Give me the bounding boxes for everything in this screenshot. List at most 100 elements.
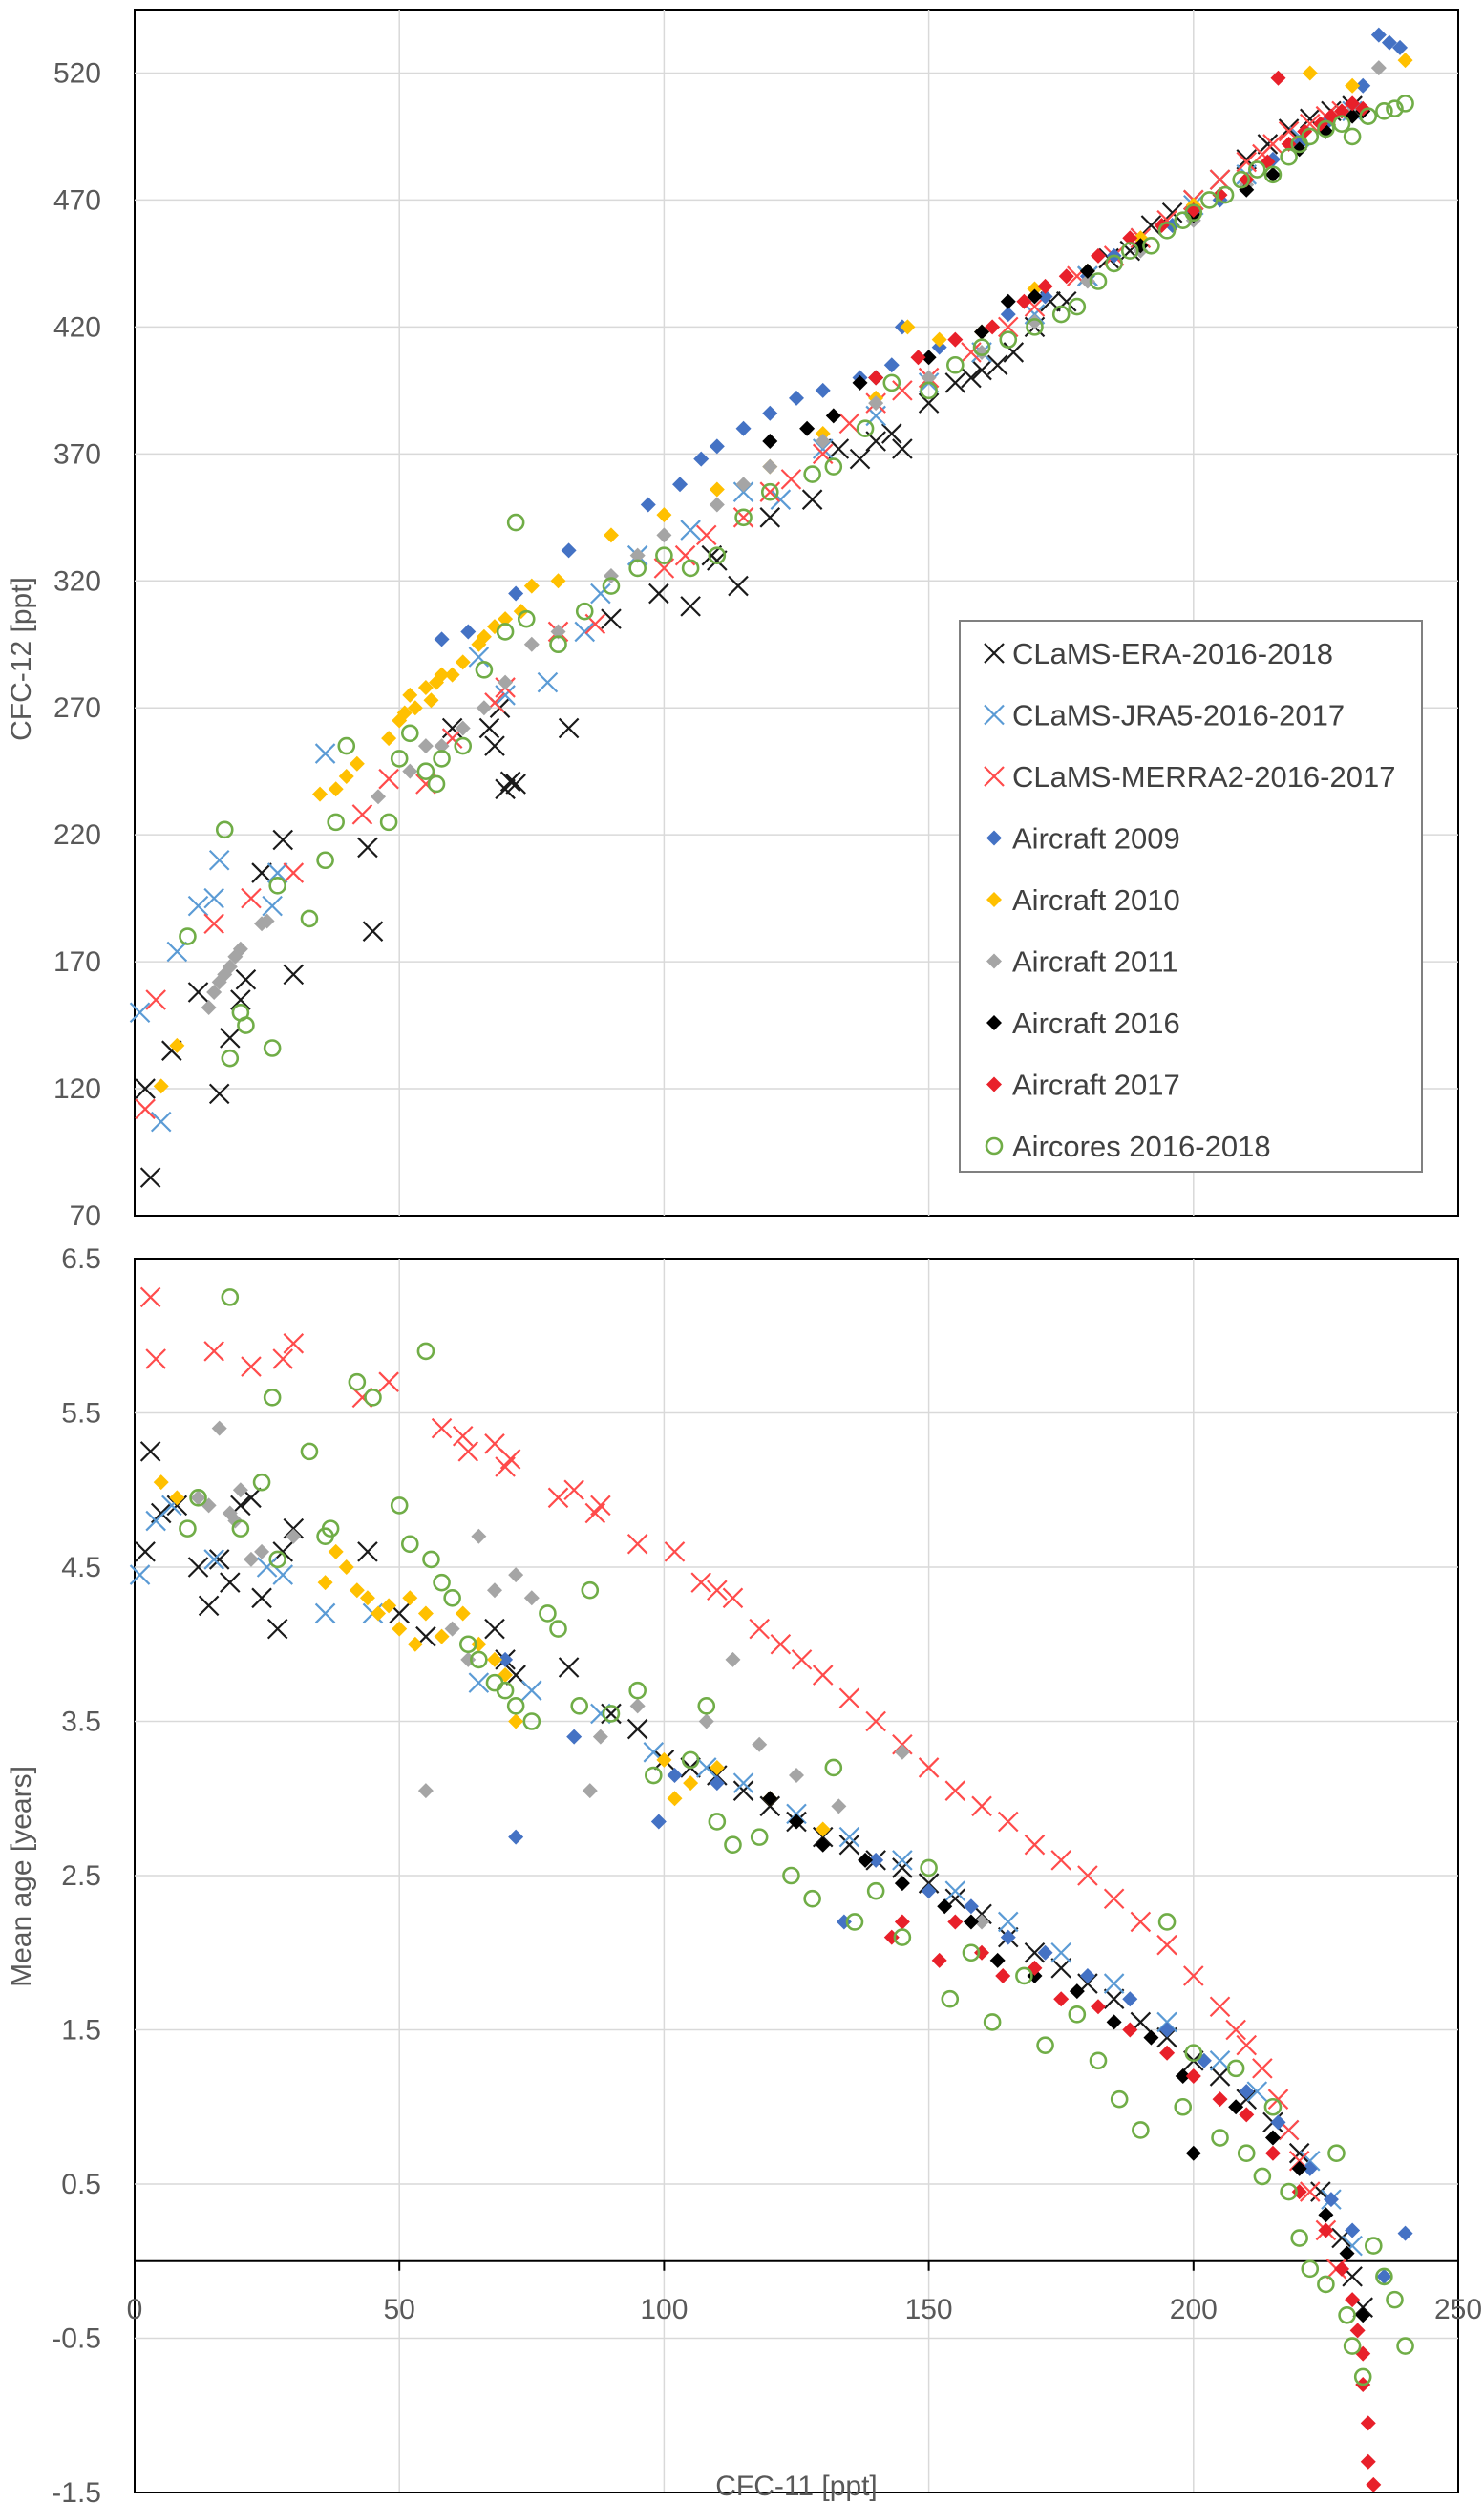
bottom-point [1050,1958,1071,1979]
bottom-point [1091,1999,1107,2015]
top-series-8 [179,95,1414,1068]
bottom-point [628,1681,647,1700]
bottom-chart-panel: -1.5 -0.5 0.5 1.5 2.5 3.5 4.5 5.5 6.5 0 50 100 150 20… [6,1243,1482,2503]
top-point [655,546,673,564]
bottom-point [1130,1911,1152,1933]
top-plot-frame [134,9,1459,1217]
top-point [241,887,262,909]
legend-label: CLaMS-ERA-2016-2018 [1012,637,1333,670]
bottom-point [645,1766,663,1785]
top-point [590,583,611,605]
top-point [1397,53,1413,69]
top-y-axis-label: CFC-12 [ppt] [6,577,37,741]
bottom-point [371,1605,387,1622]
bottom-point [1239,2084,1255,2100]
top-point [1105,254,1123,273]
bottom-point [937,1898,953,1915]
bottom-point [1237,2144,1256,2162]
top-point [1381,34,1397,51]
top-point [272,829,294,851]
bottom-point [892,1733,913,1755]
bottom-point [866,1881,885,1900]
top-point [220,1028,241,1049]
top-point [838,413,860,435]
bottom-y-tick-label: 2.5 [61,1860,101,1892]
top-point [300,909,319,928]
top-point [856,419,875,438]
top-point [693,451,710,467]
bottom-point [893,1928,912,1946]
bottom-point [1263,2097,1283,2116]
legend-label: Aircraft 2011 [1012,945,1177,979]
bottom-point [1288,2142,1310,2164]
top-y-tick-label: 370 [53,438,101,470]
bottom-point [1068,2005,1087,2024]
bottom-point [782,1866,800,1885]
top-point [974,324,990,340]
bottom-point [724,1835,742,1854]
top-point [222,959,238,975]
top-point [362,921,384,942]
bottom-point [725,1651,741,1667]
top-point [759,507,781,528]
legend-label: Aircraft 2009 [1012,822,1180,856]
top-y-tick-label: 220 [53,819,101,851]
bottom-point [1299,2181,1321,2202]
top-point [187,982,209,1003]
top-point [762,458,778,475]
bottom-point [629,1698,646,1714]
bottom-point [1184,2044,1203,2063]
top-point [603,527,619,543]
bottom-point [812,1826,834,1848]
bottom-point [1209,1996,1231,2018]
bottom-x-tick-label: 50 [384,2294,415,2325]
top-point [709,497,725,513]
top-y-tick-label: 270 [53,692,101,724]
bottom-point [601,1703,622,1725]
top-point [1089,272,1108,290]
bottom-point [232,1482,248,1498]
bottom-point [1239,2107,1255,2123]
bottom-x-tick-label: 150 [905,2294,953,2325]
legend-label: CLaMS-MERRA2-2016-2017 [1012,760,1395,794]
top-point [759,481,781,502]
top-point [476,628,492,645]
top-point [235,968,257,990]
top-point [232,941,248,957]
bottom-point [667,1791,683,1807]
top-point [1236,151,1258,173]
top-point [931,331,947,348]
top-point [444,667,460,683]
bottom-point [1159,2022,1176,2038]
top-y-tick-label: 320 [53,565,101,597]
bottom-point [139,1441,161,1462]
bottom-point [921,1883,937,1899]
bottom-point [918,1757,940,1778]
top-data-points [129,27,1414,1188]
top-point [505,774,526,795]
top-point [150,1111,172,1133]
bottom-point [752,1736,768,1752]
top-point [434,667,450,683]
bottom-point [681,1750,700,1770]
top-y-tick-label: 170 [53,946,101,978]
bottom-point [1301,2259,1320,2279]
top-point [1016,293,1032,309]
bottom-point [570,1697,588,1715]
bottom-point [789,1814,804,1830]
top-point [881,423,902,444]
top-point [251,862,272,883]
bottom-point [314,1602,336,1624]
legend-marker [986,830,1002,846]
top-point [910,350,926,366]
top-point [735,420,752,436]
top-point [517,609,536,628]
top-point [484,735,505,756]
top-point [1257,134,1279,155]
bottom-point [1156,1934,1177,1956]
bottom-point [1366,2476,1382,2492]
bottom-point [221,1288,240,1306]
bottom-point [468,1672,490,1693]
top-y-tick-label: 470 [53,184,101,216]
bottom-point [1037,1944,1053,1961]
